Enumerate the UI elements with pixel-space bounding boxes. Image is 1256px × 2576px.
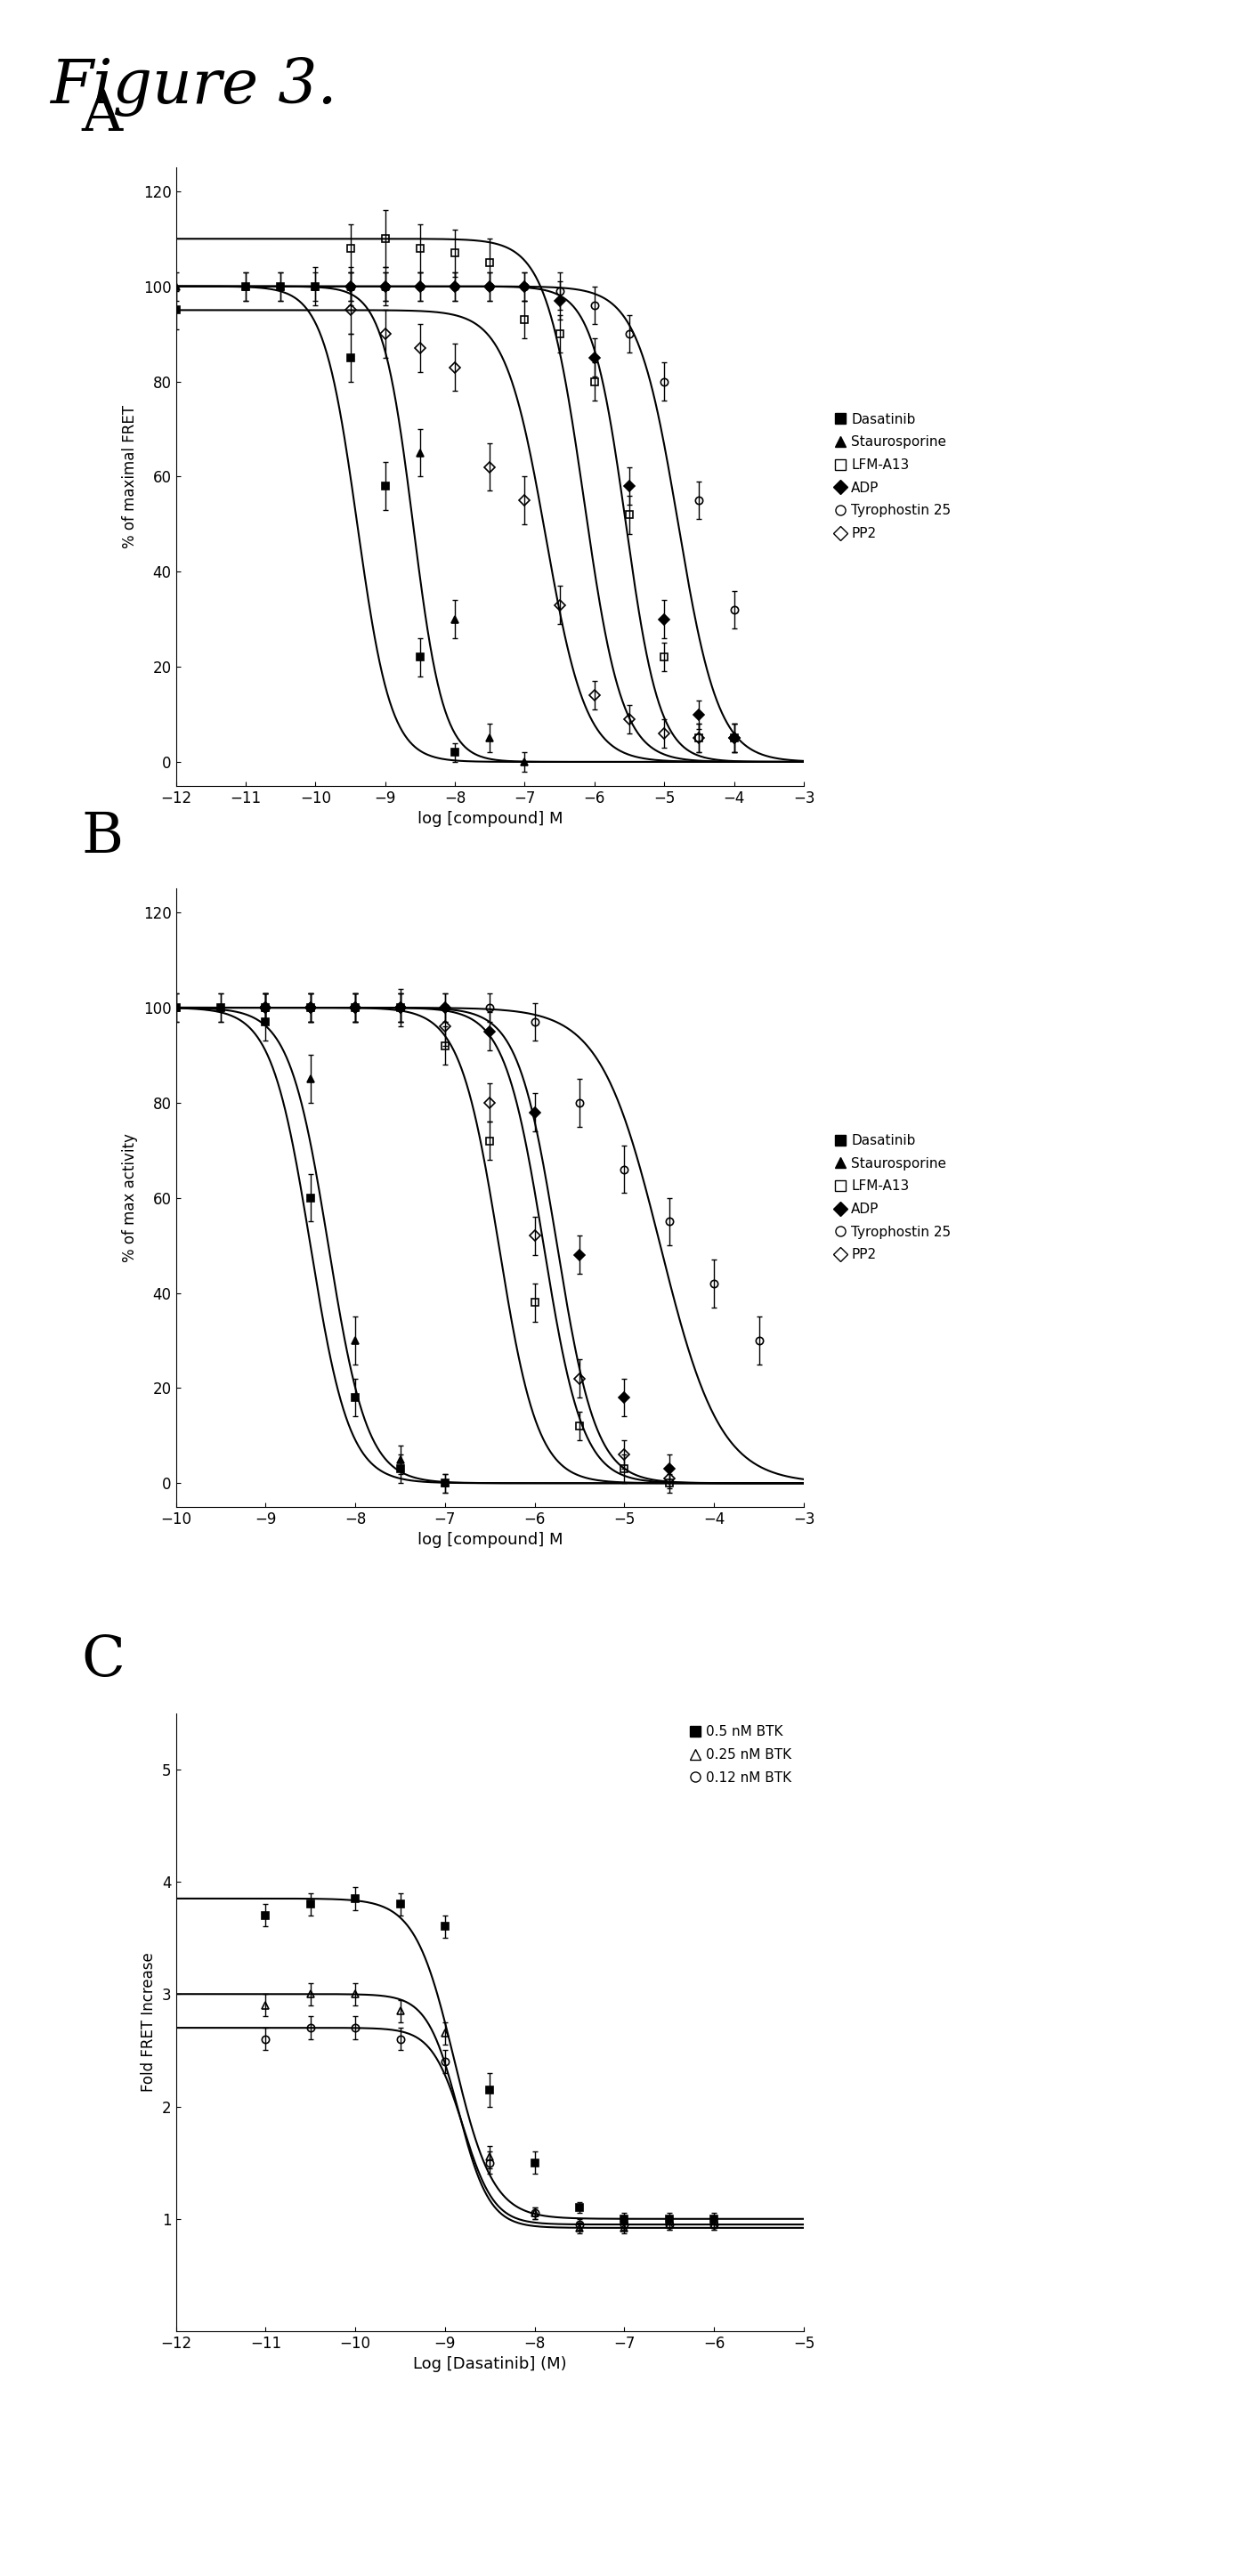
Y-axis label: % of max activity: % of max activity xyxy=(122,1133,138,1262)
Text: A: A xyxy=(82,88,123,142)
Legend: Dasatinib, Staurosporine, LFM-A13, ADP, Tyrophostin 25, PP2: Dasatinib, Staurosporine, LFM-A13, ADP, … xyxy=(829,1128,957,1267)
Text: C: C xyxy=(82,1633,126,1687)
Legend: Dasatinib, Staurosporine, LFM-A13, ADP, Tyrophostin 25, PP2: Dasatinib, Staurosporine, LFM-A13, ADP, … xyxy=(829,407,957,546)
Y-axis label: % of maximal FRET: % of maximal FRET xyxy=(122,404,138,549)
Text: Figure 3.: Figure 3. xyxy=(50,57,338,116)
X-axis label: Log [Dasatinib] (M): Log [Dasatinib] (M) xyxy=(413,2357,566,2372)
X-axis label: log [compound] M: log [compound] M xyxy=(417,1533,563,1548)
Legend: 0.5 nM BTK, 0.25 nM BTK, 0.12 nM BTK: 0.5 nM BTK, 0.25 nM BTK, 0.12 nM BTK xyxy=(685,1721,798,1790)
X-axis label: log [compound] M: log [compound] M xyxy=(417,811,563,827)
Text: B: B xyxy=(82,809,123,863)
Y-axis label: Fold FRET Increase: Fold FRET Increase xyxy=(141,1953,157,2092)
